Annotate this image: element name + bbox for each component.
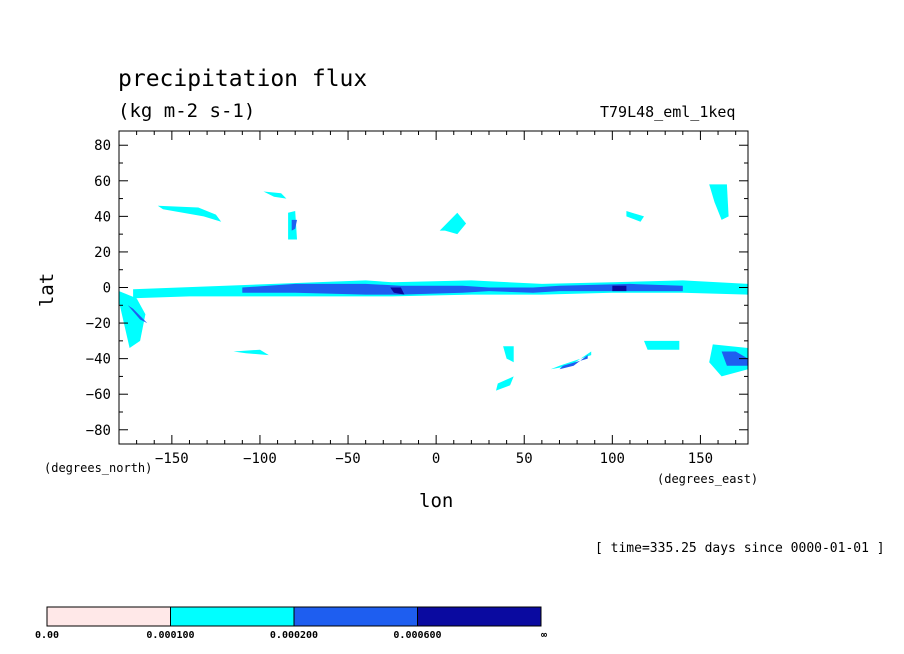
contour-region-level-1 [644, 340, 680, 350]
y-tick-label: 60 [94, 174, 111, 190]
colorbar-label: 0.00 [35, 630, 59, 641]
contour-region-level-3 [390, 287, 405, 295]
y-tick-label: 40 [94, 209, 111, 225]
y-tick-label: 20 [94, 245, 111, 261]
colorbar-swatch [46, 606, 171, 627]
y-tick-label: −80 [86, 423, 111, 439]
x-tick-label: −150 [155, 451, 189, 467]
colorbar-label: 0.000100 [146, 630, 194, 641]
contour-region-level-1 [496, 376, 514, 391]
x-tick-label: 50 [516, 451, 533, 467]
chart-title: precipitation flux [118, 66, 368, 92]
tick-layer: −150 −100 −50 0 50 100 150 −80 −60 −40 −20 0 20 40 60 8… [86, 131, 748, 467]
x-tick-label: 150 [688, 451, 713, 467]
colorbar-swatch [293, 606, 418, 627]
y-units-note: (degrees_north) [44, 461, 153, 475]
contour-region-level-3 [612, 285, 627, 292]
time-label: [ time=335.25 days since 0000-01-01 ] [595, 541, 885, 556]
contour-layer [119, 184, 749, 391]
contour-region-level-2 [127, 305, 148, 324]
contour-region-level-2 [721, 351, 748, 366]
x-tick-label: 100 [600, 451, 625, 467]
colorbar-label: 0.000200 [270, 630, 318, 641]
x-tick-label: −100 [243, 451, 277, 467]
contour-region-level-1 [503, 346, 514, 363]
contour-region-level-1 [550, 351, 592, 370]
contour-region-level-1 [439, 212, 467, 235]
colorbar: 0.00 0.000100 0.000200 0.000600 ∞ [35, 606, 547, 641]
x-axis-label: lon [419, 490, 454, 512]
contour-region-level-1 [157, 205, 222, 222]
x-units-note: (degrees_east) [657, 472, 759, 486]
contour-region-level-1 [626, 211, 644, 222]
x-tick-label: −50 [335, 451, 360, 467]
contour-region-level-1 [263, 191, 287, 199]
y-tick-label: 80 [94, 138, 111, 154]
contour-region-level-1 [233, 349, 269, 356]
contour-region-level-2 [559, 355, 588, 370]
x-tick-label: 0 [432, 451, 440, 467]
colorbar-swatch [417, 606, 542, 627]
colorbar-swatch [170, 606, 295, 627]
colorbar-label: ∞ [541, 630, 547, 641]
y-tick-label: −60 [86, 387, 111, 403]
chart-units: (kg m-2 s-1) [118, 100, 256, 122]
contour-region-level-1 [709, 184, 729, 220]
y-tick-label: 0 [103, 281, 111, 297]
y-tick-label: −20 [86, 316, 111, 332]
y-tick-label: −40 [86, 352, 111, 368]
model-label: T79L48_eml_1keq [600, 103, 736, 121]
contour-region-level-2 [291, 219, 297, 231]
contour-region-level-1 [119, 291, 146, 348]
colorbar-label: 0.000600 [393, 630, 441, 641]
contour-region-level-2 [242, 283, 683, 295]
